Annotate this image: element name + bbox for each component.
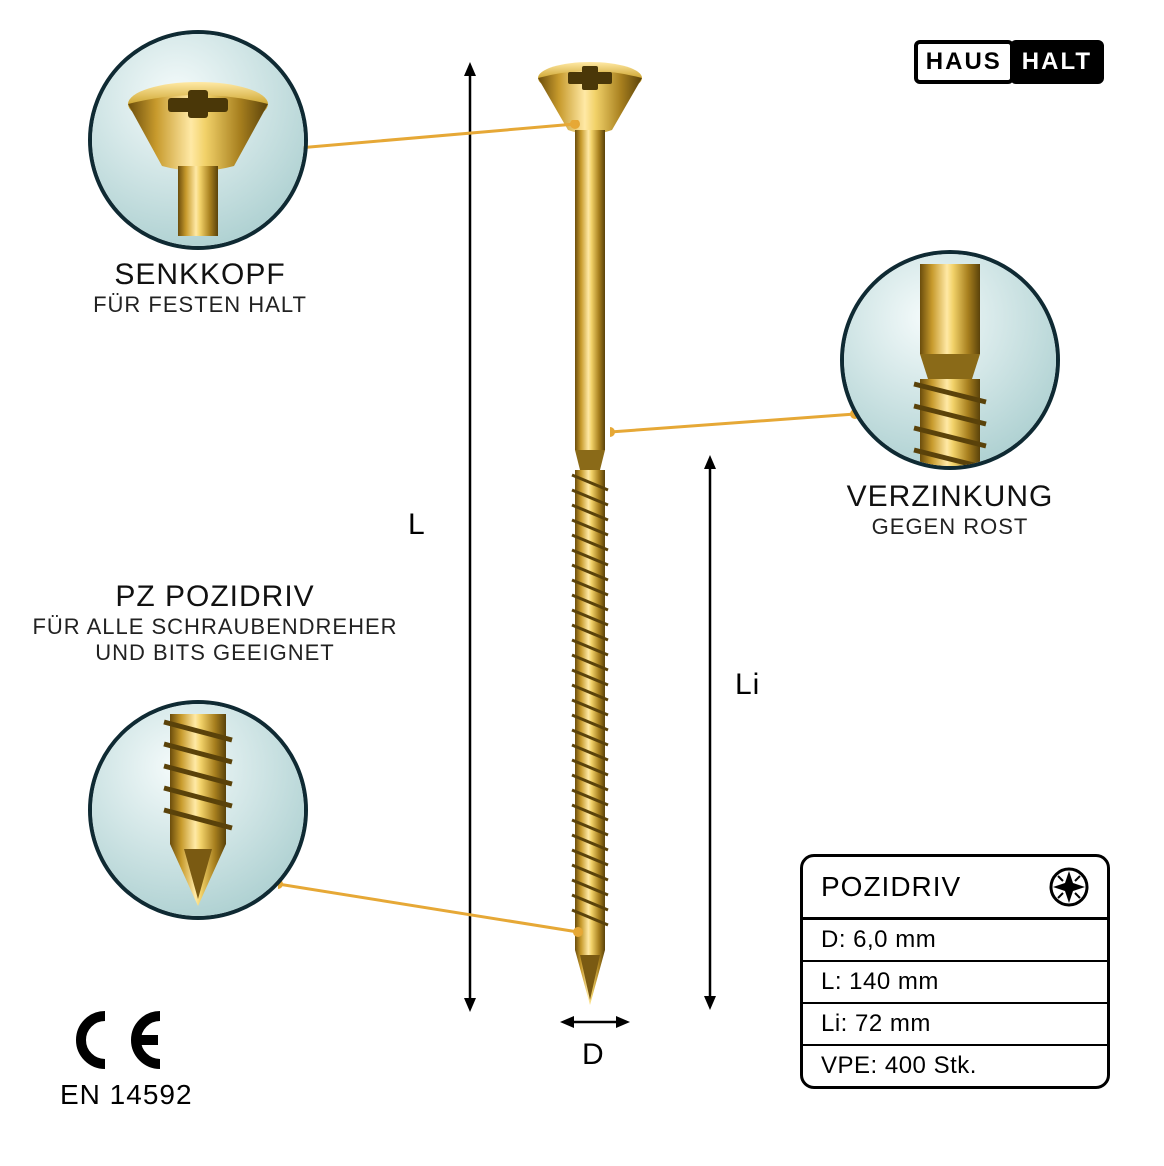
callout-head-circle bbox=[88, 30, 308, 250]
callout-head-sub: FÜR FESTEN HALT bbox=[30, 292, 370, 318]
pozidriv-icon bbox=[1049, 867, 1089, 907]
ce-mark-icon bbox=[60, 1010, 170, 1070]
dim-D-label: D bbox=[582, 1038, 605, 1072]
cert-standard: EN 14592 bbox=[60, 1079, 193, 1111]
leader-drive bbox=[278, 880, 588, 940]
brand-logo: HAUSHALT bbox=[914, 40, 1104, 84]
callout-drive-title: PZ POZIDRIV bbox=[30, 580, 400, 614]
callout-head-text: SENKKOPF FÜR FESTEN HALT bbox=[30, 258, 370, 318]
callout-drive-sub: FÜR ALLE SCHRAUBENDREHER UND BITS GEEIGN… bbox=[30, 614, 400, 666]
brand-part2: HALT bbox=[1010, 40, 1104, 84]
spec-row: VPE: 400 Stk. bbox=[803, 1046, 1107, 1086]
callout-coating-circle bbox=[840, 250, 1060, 470]
callout-head-title: SENKKOPF bbox=[30, 258, 370, 292]
callout-coating-sub: GEGEN ROST bbox=[790, 514, 1110, 540]
callout-coating-title: VERZINKUNG bbox=[790, 480, 1110, 514]
callout-drive-text: PZ POZIDRIV FÜR ALLE SCHRAUBENDREHER UND… bbox=[30, 580, 400, 666]
leader-coating bbox=[610, 410, 860, 440]
leader-head bbox=[275, 120, 585, 160]
dim-L bbox=[440, 62, 500, 1012]
spec-row: L: 140 mm bbox=[803, 962, 1107, 1004]
spec-row: Li: 72 mm bbox=[803, 1004, 1107, 1046]
spec-header: POZIDRIV bbox=[803, 857, 1107, 920]
spec-row: D: 6,0 mm bbox=[803, 920, 1107, 962]
callout-drive-circle bbox=[88, 700, 308, 920]
dim-Li-label: Li bbox=[735, 668, 760, 702]
dim-L-label: L bbox=[408, 508, 426, 542]
cert-block: EN 14592 bbox=[60, 1010, 193, 1111]
dim-D bbox=[560, 1010, 630, 1040]
spec-table: POZIDRIV D: 6,0 mm L: 140 mm Li: 72 mm V… bbox=[800, 854, 1110, 1089]
spec-title: POZIDRIV bbox=[821, 871, 961, 903]
callout-coating-text: VERZINKUNG GEGEN ROST bbox=[790, 480, 1110, 540]
dim-Li bbox=[680, 455, 740, 1010]
screw-main bbox=[520, 60, 660, 1020]
brand-part1: HAUS bbox=[914, 40, 1014, 84]
